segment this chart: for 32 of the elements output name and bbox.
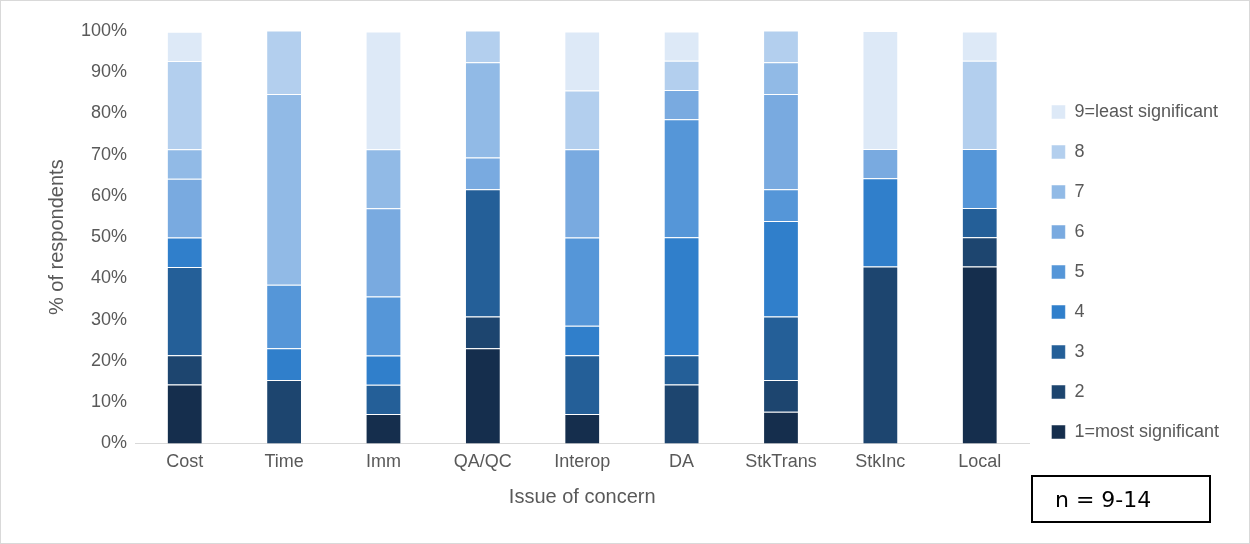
y-tick-label: 70% <box>91 143 128 164</box>
x-axis-title: Issue of concern <box>508 484 656 507</box>
x-tick-label: Imm <box>365 451 401 472</box>
x-tick-label: StkTrans <box>745 451 817 472</box>
y-tick-label: 90% <box>91 61 128 82</box>
x-tick-label: Time <box>264 451 304 472</box>
x-tick-label: Cost <box>166 451 204 472</box>
legend-label: 8 <box>1074 140 1085 161</box>
y-tick-label: 20% <box>91 349 128 370</box>
y-tick-label: 60% <box>91 184 128 205</box>
y-tick-label: 100% <box>80 19 128 40</box>
x-tick-label: Interop <box>554 451 611 472</box>
y-axis-title: % of respondents <box>44 159 67 316</box>
legend-label: 1=most significant <box>1074 420 1220 441</box>
x-tick-label: StkInc <box>855 451 906 472</box>
legend-label: 2 <box>1074 380 1085 401</box>
legend-label: 6 <box>1074 220 1085 241</box>
legend-label: 5 <box>1074 260 1085 281</box>
y-tick-label: 40% <box>91 267 128 288</box>
y-tick-label: 80% <box>91 102 128 123</box>
legend-label: 4 <box>1074 300 1085 321</box>
legend-label: 7 <box>1074 180 1085 201</box>
y-tick-label: 10% <box>91 391 128 412</box>
y-tick-label: 50% <box>91 226 128 247</box>
y-tick-label: 30% <box>91 308 128 329</box>
text: n = 9-14 <box>1031 475 1211 523</box>
x-tick-label: Local <box>958 451 1002 472</box>
legend-label: 9=least significant <box>1074 100 1219 121</box>
x-tick-label: DA <box>669 451 695 472</box>
y-tick-label: 0% <box>101 432 128 453</box>
legend-label: 3 <box>1074 340 1085 361</box>
x-tick-label: QA/QC <box>453 451 512 472</box>
